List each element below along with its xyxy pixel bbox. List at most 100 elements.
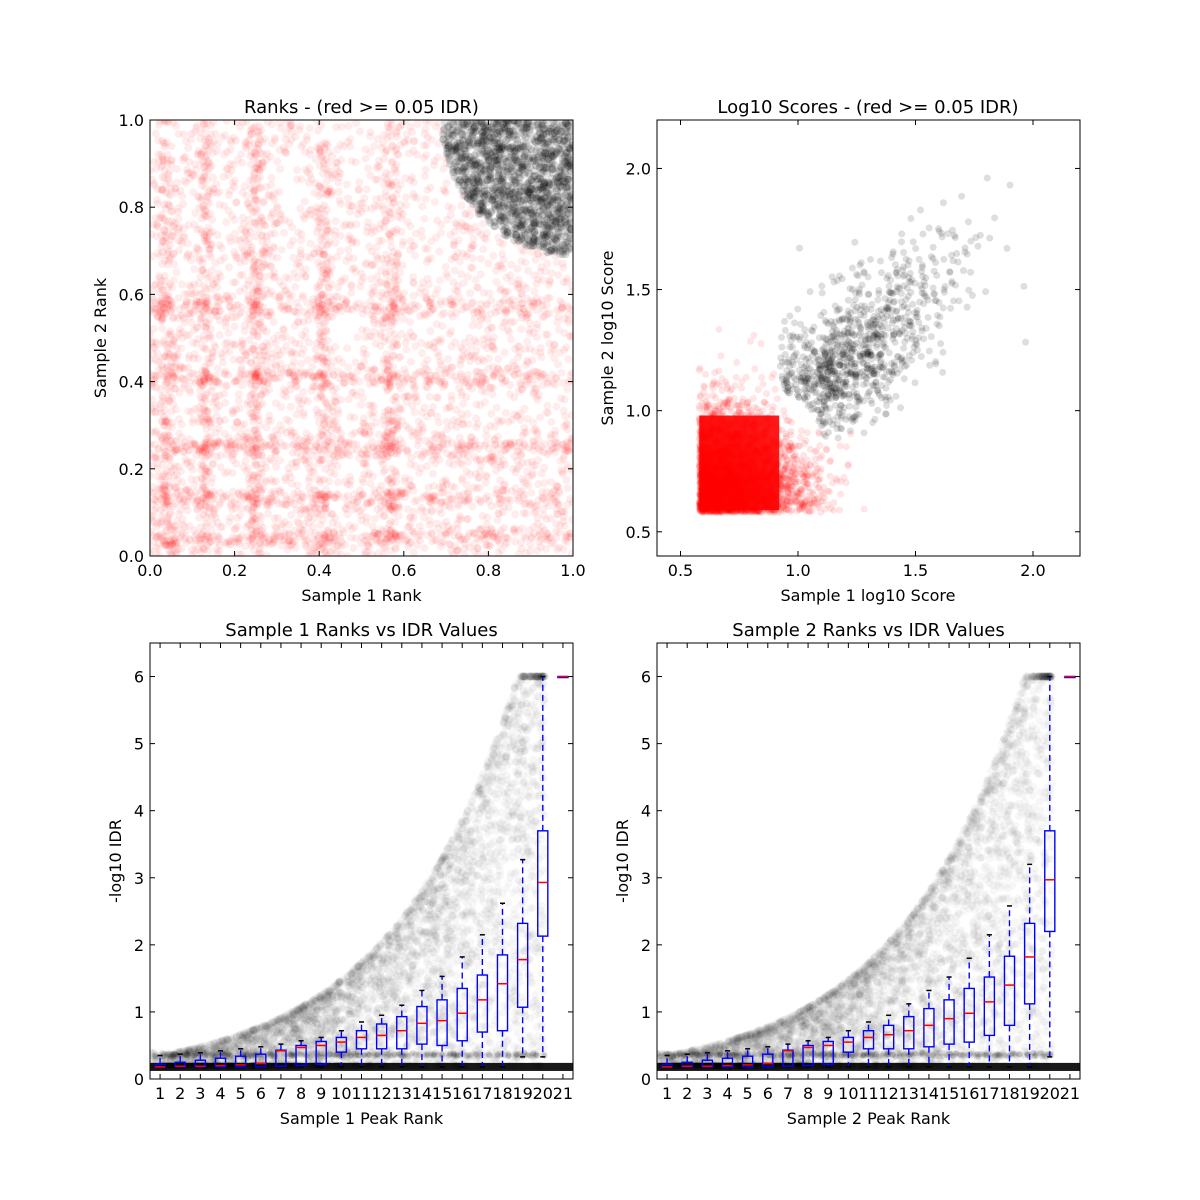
scatter-point-high-idr	[304, 397, 313, 406]
scatter-point-high-idr	[540, 463, 549, 472]
scatter-point-high-idr	[273, 157, 282, 166]
scatter-point-high-idr	[516, 451, 525, 460]
scatter-point-high-idr	[562, 530, 571, 539]
scatter-point-high-idr	[268, 120, 277, 129]
scatter-point-high-idr	[351, 358, 360, 367]
scatter-point-high-idr	[443, 215, 452, 224]
scatter-point-high-idr	[251, 425, 260, 434]
scatter-point-high-idr	[366, 128, 375, 137]
scatter-point-high-idr	[401, 369, 410, 378]
scatter-point-high-idr	[387, 473, 396, 482]
scatter-point-high-idr	[389, 198, 398, 207]
scatter-point-high-idr	[314, 509, 323, 518]
scatter-point-high-idr	[248, 176, 257, 185]
scatter-point-high-idr	[324, 148, 333, 157]
scatter-point-high-idr	[223, 338, 232, 347]
scatter-point-high-idr	[385, 267, 394, 276]
scatter-point-high-idr	[207, 527, 216, 536]
scatter-point-high-idr	[555, 486, 564, 495]
scatter-point-high-idr	[202, 424, 211, 433]
scatter-point-high-idr	[381, 268, 390, 277]
scatter-point-high-idr	[207, 512, 216, 521]
scatter-point-high-idr	[316, 148, 325, 157]
scatter-point-high-idr	[294, 443, 303, 452]
scatter-point-high-idr	[459, 489, 468, 498]
scatter-point-high-idr	[205, 538, 214, 547]
scatter-point-high-idr	[244, 369, 253, 378]
scatter-point-high-idr	[507, 487, 516, 496]
scatter-point-high-idr	[276, 532, 285, 541]
scatter-point-high-idr	[404, 505, 413, 514]
scatter-point-high-idr	[378, 375, 387, 384]
scatter-point-high-idr	[491, 440, 500, 449]
scatter-point-high-idr	[220, 150, 229, 159]
scatter-point-high-idr	[517, 310, 526, 319]
scatter-point-high-idr	[225, 302, 234, 311]
scatter-point-high-idr	[308, 362, 317, 371]
scatter-point-high-idr	[206, 306, 215, 315]
scatter-point-high-idr	[179, 447, 188, 456]
scatter-point-high-idr	[344, 395, 353, 404]
scatter-point-high-idr	[334, 283, 343, 292]
scatter-point-high-idr	[267, 173, 276, 182]
scatter-point-high-idr	[221, 318, 230, 327]
scatter-point-high-idr	[201, 444, 210, 453]
scatter-point-high-idr	[325, 253, 334, 262]
scatter-point-high-idr	[151, 129, 160, 138]
scatter-point-high-idr	[300, 536, 309, 545]
scatter-point-high-idr	[336, 199, 345, 208]
scatter-point-high-idr	[455, 515, 464, 524]
scatter-point-high-idr	[329, 535, 338, 544]
scatter-point-high-idr	[306, 528, 315, 537]
scatter-point-high-idr	[306, 146, 315, 155]
scatter-point-high-idr	[260, 497, 269, 506]
scatter-point-low-idr	[549, 120, 558, 127]
scatter-point-high-idr	[328, 403, 337, 412]
scatter-point-high-idr	[155, 213, 164, 222]
scatter-point-high-idr	[556, 297, 565, 306]
scatter-point-high-idr	[260, 197, 269, 206]
scatter-point-high-idr	[472, 375, 481, 384]
scatter-point-high-idr	[343, 194, 352, 203]
scatter-point-high-idr	[473, 283, 482, 292]
scatter-point-high-idr	[300, 197, 309, 206]
scatter-point-high-idr	[465, 211, 474, 220]
scatter-point-high-idr	[373, 306, 382, 315]
scatter-point-high-idr	[511, 468, 520, 477]
scatter-point-high-idr	[256, 436, 265, 445]
scatter-point-high-idr	[521, 258, 530, 267]
scatter-point-high-idr	[261, 221, 270, 230]
scatter-point-high-idr	[281, 529, 290, 538]
scatter-point-high-idr	[441, 262, 450, 271]
scatter-point-high-idr	[396, 122, 405, 131]
scatter-point-high-idr	[434, 376, 443, 385]
ranks-points	[150, 120, 573, 556]
scatter-point-high-idr	[419, 141, 428, 150]
scatter-point-high-idr	[242, 350, 251, 359]
scatter-point-high-idr	[206, 438, 215, 447]
scatter-point-high-idr	[285, 294, 294, 303]
scatter-point-high-idr	[359, 419, 368, 428]
scatter-point-high-idr	[223, 313, 232, 322]
scatter-point-high-idr	[473, 420, 482, 429]
scatter-point-high-idr	[447, 482, 456, 491]
scatter-point-high-idr	[262, 551, 271, 556]
scatter-point-high-idr	[201, 366, 210, 375]
scatter-point-high-idr	[333, 462, 342, 471]
scatter-point-high-idr	[486, 309, 495, 318]
scatter-point-high-idr	[484, 259, 493, 268]
scatter-point-high-idr	[184, 309, 193, 318]
scatter-point-high-idr	[432, 233, 441, 242]
scatter-point-high-idr	[157, 432, 166, 441]
scatter-point-high-idr	[282, 415, 291, 424]
scatter-point-high-idr	[211, 307, 220, 316]
scatter-point-high-idr	[251, 371, 260, 380]
scatter-point-high-idr	[315, 182, 324, 191]
scatter-point-high-idr	[319, 332, 328, 341]
scatter-point-high-idr	[338, 370, 347, 379]
scatter-point-high-idr	[397, 329, 406, 338]
scatter-point-high-idr	[187, 407, 196, 416]
scatter-point-high-idr	[421, 436, 430, 445]
scatter-point-high-idr	[499, 255, 508, 264]
scatter-point-high-idr	[368, 260, 377, 269]
